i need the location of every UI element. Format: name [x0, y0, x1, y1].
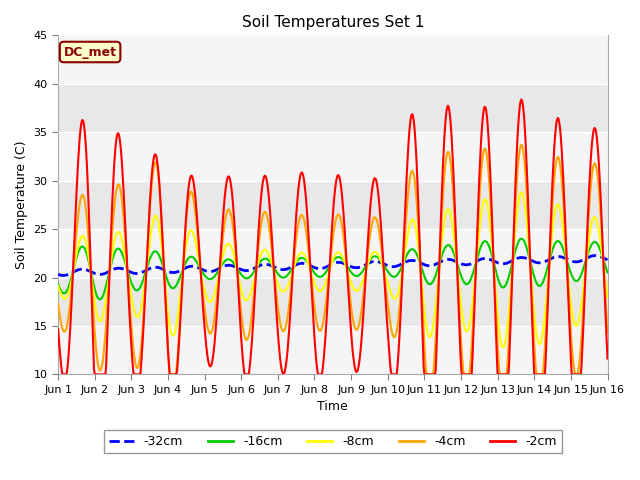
Y-axis label: Soil Temperature (C): Soil Temperature (C)	[15, 141, 28, 269]
Bar	[58, 132, 607, 180]
Text: DC_met: DC_met	[63, 46, 116, 59]
X-axis label: Time: Time	[317, 400, 348, 413]
Bar	[58, 229, 607, 277]
Bar	[58, 326, 607, 374]
Bar	[58, 36, 607, 84]
Title: Soil Temperatures Set 1: Soil Temperatures Set 1	[242, 15, 424, 30]
Legend: -32cm, -16cm, -8cm, -4cm, -2cm: -32cm, -16cm, -8cm, -4cm, -2cm	[104, 430, 562, 453]
